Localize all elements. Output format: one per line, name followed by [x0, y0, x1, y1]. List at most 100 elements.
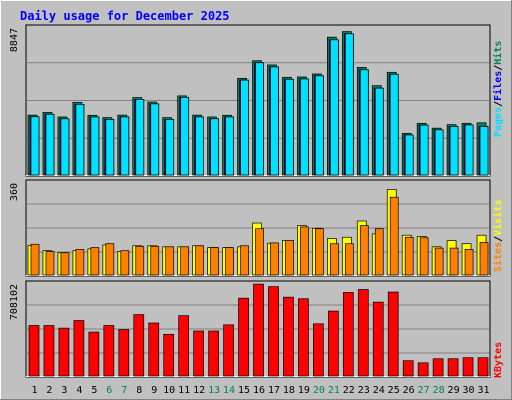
- kbytes-bar: [193, 330, 204, 377]
- x-tick-label: 18: [283, 385, 295, 396]
- kbytes-bar: [372, 301, 384, 377]
- legend-entry: /: [493, 236, 504, 242]
- sites-bar: [240, 245, 249, 276]
- sites-bar: [479, 242, 489, 276]
- pages-bar: [180, 97, 190, 176]
- pages-bar: [449, 126, 459, 176]
- x-tick-label: 13: [208, 385, 220, 396]
- sites-bar: [285, 240, 294, 276]
- panel-1-ymax-label: 8847: [9, 28, 20, 52]
- x-tick-label: 19: [298, 385, 310, 396]
- panel-3-ymax-label: 708102: [9, 284, 20, 320]
- kbytes-bar: [417, 362, 429, 377]
- legend-entry: Sites: [492, 242, 504, 272]
- pages-bar: [344, 33, 354, 176]
- sites-bar: [210, 247, 219, 276]
- pages-bar: [150, 103, 160, 176]
- sites-bar: [449, 247, 459, 276]
- pages-bar: [210, 118, 219, 176]
- kbytes-bar: [58, 327, 70, 377]
- kbytes-bar: [223, 324, 234, 377]
- kbytes-bar: [133, 314, 145, 377]
- kbytes-bar: [357, 289, 369, 377]
- x-tick-label: 15: [238, 385, 250, 396]
- x-tick-label: 14: [223, 385, 235, 396]
- x-tick-label: 31: [477, 385, 489, 396]
- pages-bar: [240, 79, 249, 176]
- x-tick-label: 22: [343, 385, 355, 396]
- sites-bar: [225, 247, 234, 276]
- pages-bar: [285, 78, 294, 176]
- pages-bar: [60, 118, 70, 176]
- kbytes-bar: [328, 310, 339, 377]
- kbytes-bar: [268, 286, 279, 377]
- pages-bar: [270, 66, 279, 176]
- kbytes-bar: [103, 325, 115, 377]
- pages-bar: [300, 78, 309, 176]
- pages-bar: [434, 129, 444, 176]
- pages-bar: [165, 119, 175, 176]
- kbytes-bar: [402, 360, 414, 377]
- x-tick-label: 24: [373, 385, 385, 396]
- chart-title: Daily usage for December 2025: [20, 9, 230, 23]
- sites-bar: [270, 242, 279, 276]
- x-tick-label: 7: [121, 385, 127, 396]
- kbytes-bar: [163, 333, 175, 377]
- pages-bar: [479, 126, 489, 176]
- pages-bar: [359, 69, 369, 176]
- kbytes-bar: [73, 320, 85, 377]
- x-tick-label: 9: [151, 385, 157, 396]
- legend-entry: Pages: [493, 107, 504, 137]
- kbytes-bar: [178, 315, 190, 377]
- sites-bar: [315, 228, 324, 276]
- x-tick-label: 25: [388, 385, 400, 396]
- sites-bar: [165, 246, 175, 276]
- kbytes-bar: [313, 323, 324, 377]
- panel-2-legend: Sites/Visits: [492, 200, 504, 272]
- legend-entry: /: [493, 65, 504, 71]
- x-tick-label: 5: [91, 385, 97, 396]
- panel-3-legend: KBytes: [493, 342, 504, 378]
- pages-bar: [404, 134, 414, 176]
- pages-bar: [225, 116, 234, 176]
- sites-bar: [150, 245, 160, 276]
- kbytes-bar: [298, 298, 309, 377]
- sites-bar: [389, 196, 399, 276]
- sites-bar: [330, 243, 339, 276]
- x-tick-label: 26: [403, 385, 415, 396]
- x-tick-label: 3: [61, 385, 67, 396]
- x-tick-label: 27: [418, 385, 430, 396]
- sites-bar: [75, 249, 85, 276]
- pages-bar: [105, 119, 115, 176]
- x-tick-label: 29: [448, 385, 460, 396]
- kbytes-bar: [43, 325, 55, 377]
- kbytes-bar: [477, 357, 489, 377]
- kbytes-bar: [238, 297, 249, 377]
- pages-bar: [419, 124, 429, 176]
- sites-bar: [374, 228, 384, 276]
- pages-bar: [315, 75, 324, 176]
- sites-bar: [404, 236, 414, 276]
- x-tick-label: 10: [163, 385, 175, 396]
- sites-bar: [90, 247, 100, 276]
- kbytes-bar: [253, 283, 264, 377]
- legend-entry: Hits: [492, 41, 504, 65]
- x-tick-label: 16: [253, 385, 265, 396]
- legend-entry: Files: [492, 71, 504, 101]
- sites-bar: [464, 249, 474, 276]
- x-tick-label: 11: [178, 385, 190, 396]
- x-tick-label: 21: [328, 385, 340, 396]
- pages-bar: [75, 104, 85, 176]
- pages-bar: [120, 116, 130, 176]
- kbytes-bar: [462, 357, 474, 377]
- sites-bar: [300, 226, 309, 276]
- kbytes-bar: [432, 358, 444, 377]
- sites-bar: [30, 243, 40, 276]
- kbytes-bar: [118, 329, 130, 377]
- panel-2-ymax-label: 360: [9, 183, 20, 201]
- sites-bar: [180, 246, 190, 276]
- x-tick-label: 4: [76, 385, 82, 396]
- legend-entry: Visits: [492, 200, 504, 236]
- pages-bar: [45, 113, 55, 176]
